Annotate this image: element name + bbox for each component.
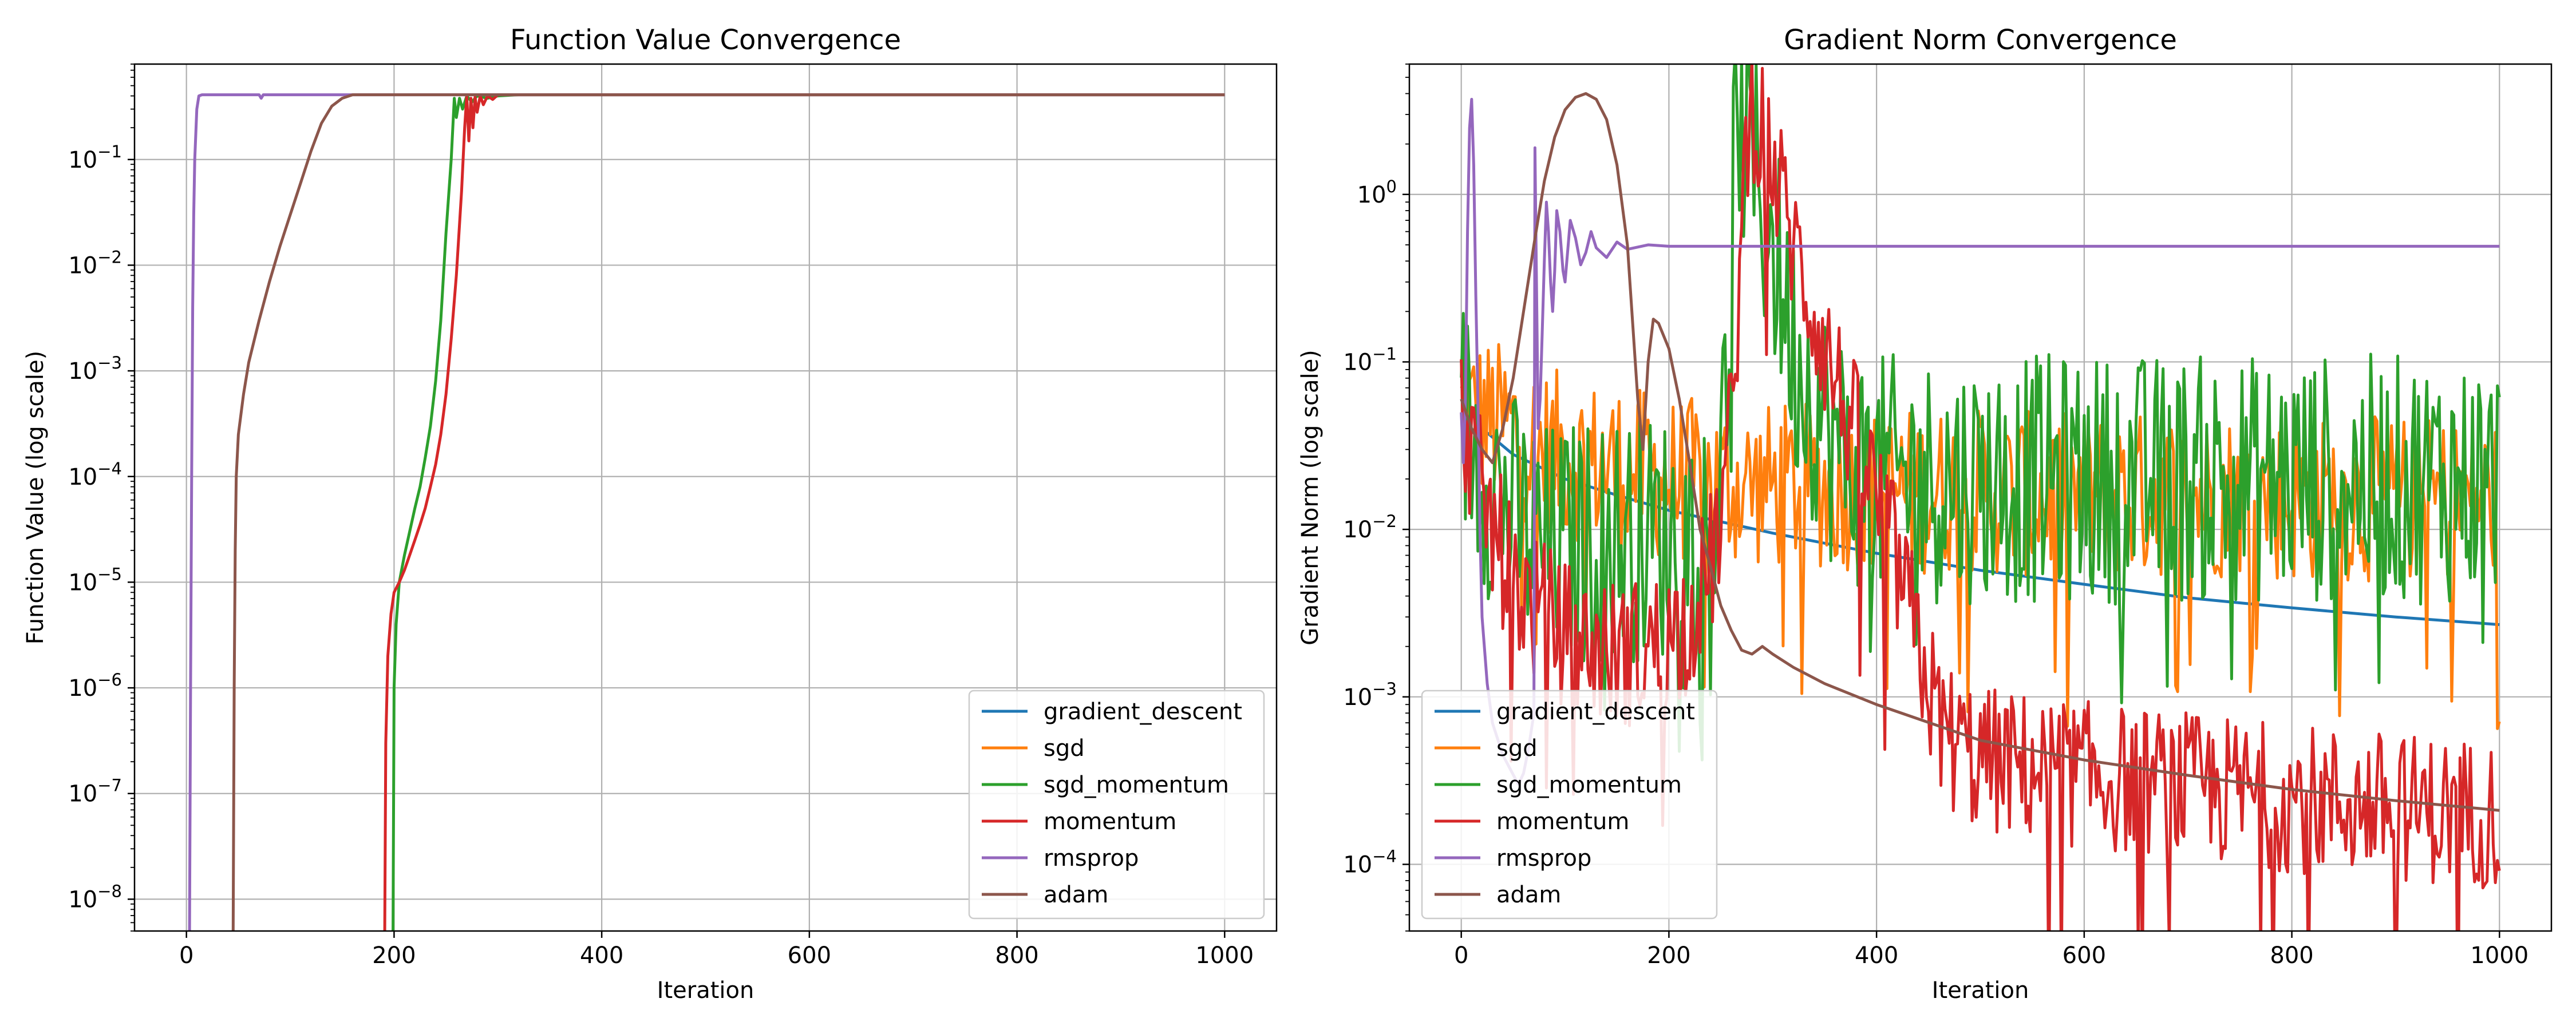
legend-label-momentum: momentum <box>1044 809 1176 835</box>
series-group <box>188 93 1225 931</box>
y-tick-label: 10−3 <box>1343 679 1397 711</box>
series-line-momentum <box>383 93 1225 931</box>
x-tick-label: 400 <box>580 942 623 969</box>
x-tick-label: 400 <box>1855 942 1898 969</box>
series-line-momentum <box>1460 64 2501 931</box>
x-tick-label: 600 <box>788 942 831 969</box>
y-tick-label: 10−1 <box>1343 344 1397 375</box>
x-tick-label: 800 <box>2270 942 2313 969</box>
series-line-sgd_momentum <box>1460 64 2501 762</box>
series-line-sgd <box>1460 343 2501 730</box>
y-axis-label: Gradient Norm (log scale) <box>1297 350 1323 645</box>
y-tick-label: 10−6 <box>68 670 122 702</box>
y-tick-label: 100 <box>1357 177 1397 208</box>
chart-title: Function Value Convergence <box>510 24 901 56</box>
axes-frame <box>1408 63 2553 932</box>
x-tick-label: 0 <box>1454 942 1468 969</box>
x-tick-label: 800 <box>995 942 1038 969</box>
x-tick-label: 1000 <box>2470 942 2528 969</box>
series-line-adam <box>231 93 1225 931</box>
y-tick-label: 10−8 <box>68 881 122 913</box>
x-tick-label: 600 <box>2063 942 2106 969</box>
y-tick-label: 10−1 <box>68 142 122 173</box>
y-tick-label: 10−4 <box>1343 847 1397 878</box>
legend-label-sgd: sgd <box>1496 735 1538 762</box>
legend-label-sgd_momentum: sgd_momentum <box>1496 772 1682 798</box>
x-tick-label: 200 <box>1647 942 1690 969</box>
y-axis-label: Function Value (log scale) <box>22 351 49 644</box>
x-axis-label: Iteration <box>1932 977 2029 1004</box>
y-tick-label: 10−4 <box>68 459 122 490</box>
axes-frame <box>133 63 1278 932</box>
legend-label-gradient_descent: gradient_descent <box>1044 699 1242 725</box>
legend-label-rmsprop: rmsprop <box>1496 845 1591 871</box>
y-tick-label: 10−2 <box>1343 512 1397 543</box>
legend-label-sgd_momentum: sgd_momentum <box>1044 772 1229 798</box>
legend-box <box>1421 690 1718 920</box>
y-tick-label: 10−3 <box>68 353 122 385</box>
series-line-rmsprop <box>1460 98 2500 786</box>
legend-label-gradient_descent: gradient_descent <box>1496 699 1695 725</box>
y-tick-label: 10−2 <box>68 247 122 279</box>
series-line-rmsprop <box>188 93 1225 931</box>
legend-label-adam: adam <box>1496 882 1561 908</box>
legend-label-sgd: sgd <box>1044 735 1085 762</box>
series-line-adam <box>1460 92 2500 812</box>
y-tick-label: 10−5 <box>68 564 122 596</box>
chart-panel-1: 0 200 400 600 800 1000 10−8 10−7 10−6 10−5 10−4 10−… <box>22 24 1278 1004</box>
chart-panel-2: 0 200 400 600 800 1000 10−4 10−3 10−2 10−1 100 Grad… <box>1297 24 2553 1004</box>
series-group <box>1460 64 2501 931</box>
x-tick-label: 200 <box>372 942 416 969</box>
legend-label-rmsprop: rmsprop <box>1044 845 1139 871</box>
legend-box <box>968 690 1265 920</box>
x-tick-label: 0 <box>179 942 193 969</box>
chart-title: Gradient Norm Convergence <box>1784 24 2177 56</box>
y-tick-label: 10−7 <box>68 776 122 807</box>
legend-label-adam: adam <box>1044 882 1108 908</box>
x-axis-label: Iteration <box>657 977 754 1004</box>
x-tick-label: 1000 <box>1195 942 1254 969</box>
legend-label-momentum: momentum <box>1496 809 1629 835</box>
